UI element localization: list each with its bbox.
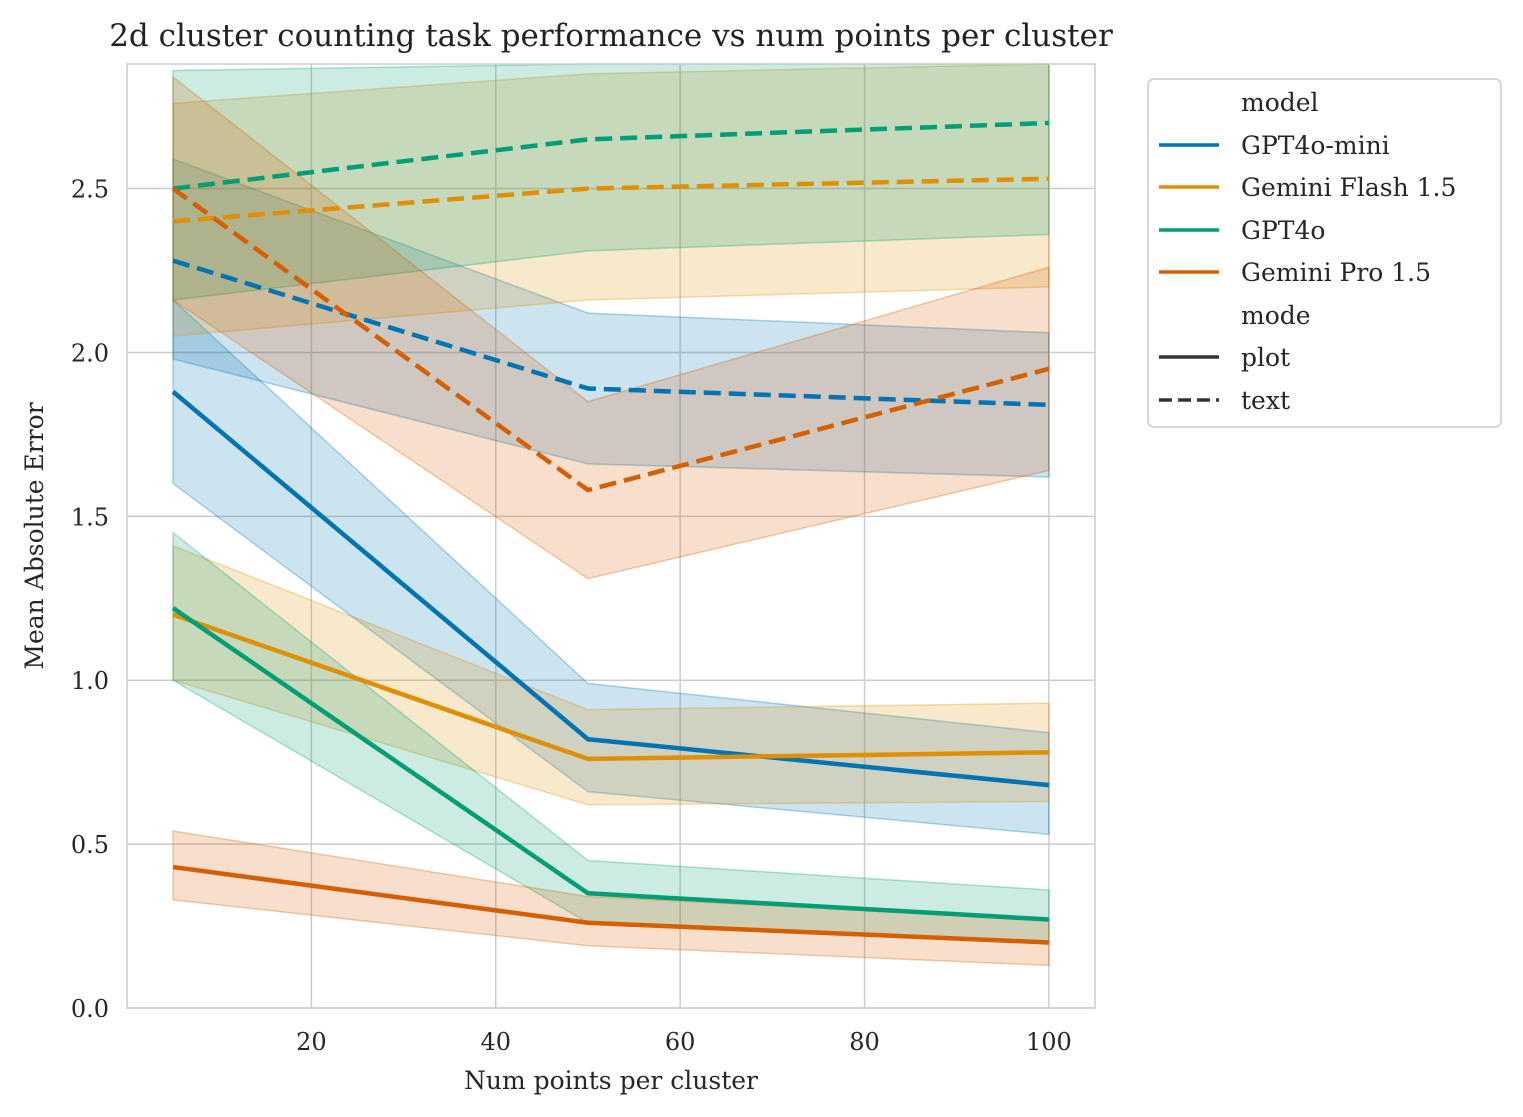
y-tick-label: 1.0 <box>71 667 109 695</box>
y-tick-label: 2.5 <box>71 176 109 204</box>
y-tick-label: 0.5 <box>71 831 109 859</box>
x-tick-label: 40 <box>480 1028 511 1056</box>
chart-title: 2d cluster counting task performance vs … <box>109 18 1113 54</box>
legend-box <box>1147 78 1502 428</box>
y-tick-label: 0.0 <box>71 995 109 1023</box>
line-gpt4o-plot <box>171 606 1050 922</box>
legend-label-gpt4o: GPT4o <box>1241 216 1325 245</box>
x-tick-label: 80 <box>849 1028 880 1056</box>
x-tick-label: 20 <box>296 1028 327 1056</box>
band-gemini-pro-1-5-text <box>172 75 1050 580</box>
legend-header-model: model <box>1241 88 1319 117</box>
y-tick-label: 2.0 <box>71 339 109 367</box>
legend-label-gemini-flash-1-5: Gemini Flash 1.5 <box>1241 173 1456 202</box>
legend-label-gpt4o-mini: GPT4o-mini <box>1241 131 1390 160</box>
plot-area <box>127 64 1095 1008</box>
legend: model GPT4o-mini Gemini Flash 1.5 GPT4o … <box>1147 78 1502 428</box>
plot-frame <box>126 63 1096 1009</box>
line-gemini-flash-1-5-text <box>172 176 1049 224</box>
line-gpt4o-mini-plot <box>171 390 1050 788</box>
line-gemini-flash-1-5-plot <box>172 612 1049 762</box>
line-gpt4o-mini-text <box>172 258 1049 408</box>
series-lines <box>171 120 1050 945</box>
legend-label-gemini-pro-1-5: Gemini Pro 1.5 <box>1241 258 1431 287</box>
x-tick-labels: 20 40 60 80 100 <box>296 1028 1072 1056</box>
x-axis-label: Num points per cluster <box>464 1066 758 1095</box>
x-tick-label: 100 <box>1026 1028 1072 1056</box>
band-gpt4o-mini-plot <box>172 298 1050 836</box>
line-gpt4o-text <box>172 120 1049 191</box>
legend-header-mode: mode <box>1241 301 1311 330</box>
legend-label-text: text <box>1241 386 1290 415</box>
x-tick-label: 60 <box>665 1028 696 1056</box>
line-gemini-pro-1-5-plot <box>172 864 1050 945</box>
y-tick-label: 1.5 <box>71 503 109 531</box>
y-tick-labels: 0.0 0.5 1.0 1.5 2.0 2.5 <box>71 176 109 1023</box>
legend-label-plot: plot <box>1241 343 1290 372</box>
y-axis-label: Mean Absolute Error <box>20 402 49 669</box>
line-gemini-pro-1-5-text <box>171 186 1050 493</box>
band-gemini-flash-1-5-plot <box>172 544 1050 806</box>
